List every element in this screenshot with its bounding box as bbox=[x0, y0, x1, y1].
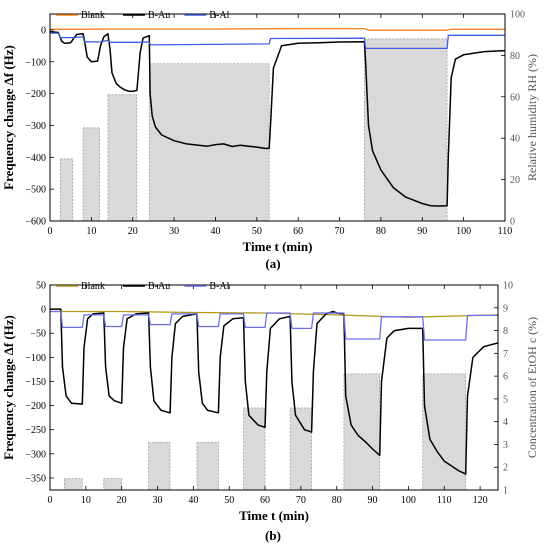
bar-4 bbox=[148, 63, 270, 222]
legend-label-b-al: B-Al bbox=[209, 10, 229, 21]
legend-label-b-au: B-Au bbox=[148, 10, 170, 21]
x-tick-label: 20 bbox=[117, 495, 127, 506]
legend-label-b-au: B-Au bbox=[148, 281, 170, 292]
panel-caption: (a) bbox=[265, 256, 280, 271]
bar-6 bbox=[289, 407, 312, 491]
x-tick-label: 110 bbox=[437, 495, 452, 506]
y-tick-label: 50 bbox=[36, 281, 46, 292]
bar-2 bbox=[103, 478, 123, 491]
x-tick-label: 70 bbox=[296, 495, 306, 506]
x-tick-label: 90 bbox=[368, 495, 378, 506]
y2-tick-label: 9 bbox=[503, 303, 508, 314]
legend-label-blank: Blank bbox=[81, 10, 105, 21]
series-line-b-al bbox=[50, 310, 498, 341]
y-tick-label: −250 bbox=[25, 425, 46, 436]
legend-label-b-al: B-Al bbox=[209, 281, 229, 292]
x-tick-label: 50 bbox=[252, 226, 262, 237]
bar-1 bbox=[63, 478, 83, 491]
y2-tick-label: 6 bbox=[503, 372, 508, 383]
x-tick-label: 80 bbox=[376, 226, 386, 237]
plot-frame bbox=[49, 13, 506, 222]
y-tick-label: −500 bbox=[25, 185, 46, 196]
y2-tick-label: 0 bbox=[510, 217, 515, 228]
x-tick-label: 100 bbox=[401, 495, 416, 506]
x-tick-label: 50 bbox=[224, 495, 234, 506]
x-tick-label: 20 bbox=[128, 226, 138, 237]
x-tick-label: 40 bbox=[188, 495, 198, 506]
y-tick-label: −300 bbox=[25, 121, 46, 132]
panel-caption: (b) bbox=[265, 528, 281, 543]
x-tick-label: 0 bbox=[48, 226, 53, 237]
y2-axis-label: Relative humidity RH (%) bbox=[525, 54, 539, 181]
x-tick-label: 40 bbox=[210, 226, 220, 237]
y-tick-label: −200 bbox=[25, 89, 46, 100]
x-axis-label: Time t (min) bbox=[239, 508, 309, 523]
x-axis-label: Time t (min) bbox=[243, 239, 313, 254]
y2-tick-label: 3 bbox=[503, 440, 508, 451]
y-tick-label: −400 bbox=[25, 153, 46, 164]
y-tick-label: 0 bbox=[41, 305, 46, 316]
y2-tick-label: 60 bbox=[510, 92, 520, 103]
x-tick-label: 70 bbox=[335, 226, 345, 237]
series-line-b-au bbox=[49, 30, 506, 207]
y-axis-label: Frequency change Δf (Hz) bbox=[1, 315, 16, 460]
x-tick-label: 10 bbox=[81, 495, 91, 506]
chart-panel-2: 0 10 20 30 40 50 60 70 80 90 100 110 120500−50−100−1… bbox=[1, 281, 539, 544]
x-tick-label: 100 bbox=[456, 226, 471, 237]
y2-tick-label: 80 bbox=[510, 51, 520, 62]
y-tick-label: −600 bbox=[25, 217, 46, 228]
legend: Blank B-Au B-Al bbox=[56, 10, 230, 21]
y2-tick-label: 40 bbox=[510, 134, 520, 145]
bar-3 bbox=[107, 94, 138, 222]
bar-3 bbox=[148, 441, 171, 491]
x-tick-label: 60 bbox=[293, 226, 303, 237]
bar-5 bbox=[364, 38, 448, 222]
x-tick-label: 60 bbox=[260, 495, 270, 506]
y-tick-label: −200 bbox=[25, 401, 46, 412]
y2-tick-label: 5 bbox=[503, 394, 508, 405]
chart-panel-1: 0 10 20 30 40 50 60 70 80 90 100 1100−100−200−300−4… bbox=[1, 10, 539, 272]
y2-tick-label: 7 bbox=[503, 349, 508, 360]
y-tick-label: −350 bbox=[25, 473, 46, 484]
y-tick-label: −50 bbox=[30, 329, 46, 340]
legend-label-blank: Blank bbox=[81, 281, 105, 292]
y2-tick-label: 1 bbox=[503, 486, 508, 497]
x-tick-label: 80 bbox=[332, 495, 342, 506]
bar-4 bbox=[196, 441, 219, 491]
x-tick-label: 110 bbox=[498, 226, 513, 237]
y-tick-label: −150 bbox=[25, 377, 46, 388]
bar-5 bbox=[243, 407, 266, 491]
y2-tick-label: 100 bbox=[510, 10, 525, 21]
y2-tick-label: 8 bbox=[503, 326, 508, 337]
y-tick-label: −300 bbox=[25, 449, 46, 460]
y2-axis-label: Concentration of EtOH c (%) bbox=[525, 317, 539, 458]
y-tick-label: −100 bbox=[25, 353, 46, 364]
x-tick-label: 120 bbox=[473, 495, 488, 506]
y2-tick-label: 4 bbox=[503, 417, 508, 428]
x-tick-label: 90 bbox=[417, 226, 427, 237]
y-tick-label: 0 bbox=[41, 25, 46, 36]
y-tick-label: −100 bbox=[25, 57, 46, 68]
y-axis-label: Frequency change Δf (Hz) bbox=[1, 45, 16, 190]
y2-tick-label: 10 bbox=[503, 281, 513, 292]
x-tick-label: 0 bbox=[48, 495, 53, 506]
x-tick-label: 10 bbox=[86, 226, 96, 237]
x-tick-label: 30 bbox=[153, 495, 163, 506]
bar-7 bbox=[343, 373, 381, 491]
bar-2 bbox=[82, 127, 100, 222]
y2-tick-label: 20 bbox=[510, 175, 520, 186]
series-line-b-au bbox=[50, 308, 499, 475]
series-line-blank bbox=[50, 27, 505, 31]
legend: Blank B-Au B-Al bbox=[56, 281, 230, 292]
plot-frame bbox=[49, 284, 499, 491]
y2-tick-label: 2 bbox=[503, 463, 508, 474]
x-tick-label: 30 bbox=[169, 226, 179, 237]
series-line-b-al bbox=[50, 32, 505, 50]
bar-1 bbox=[59, 158, 74, 222]
